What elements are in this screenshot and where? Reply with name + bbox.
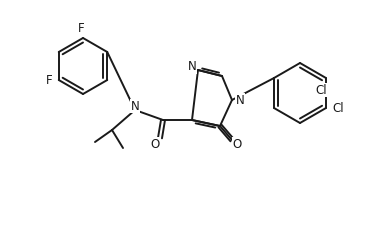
Text: O: O bbox=[233, 138, 242, 150]
Text: N: N bbox=[236, 94, 244, 106]
Text: Cl: Cl bbox=[315, 84, 327, 96]
Text: Cl: Cl bbox=[332, 101, 344, 114]
Text: F: F bbox=[46, 74, 52, 86]
Text: N: N bbox=[131, 99, 139, 113]
Text: N: N bbox=[188, 60, 196, 74]
Text: O: O bbox=[150, 138, 160, 150]
Text: F: F bbox=[78, 21, 84, 35]
